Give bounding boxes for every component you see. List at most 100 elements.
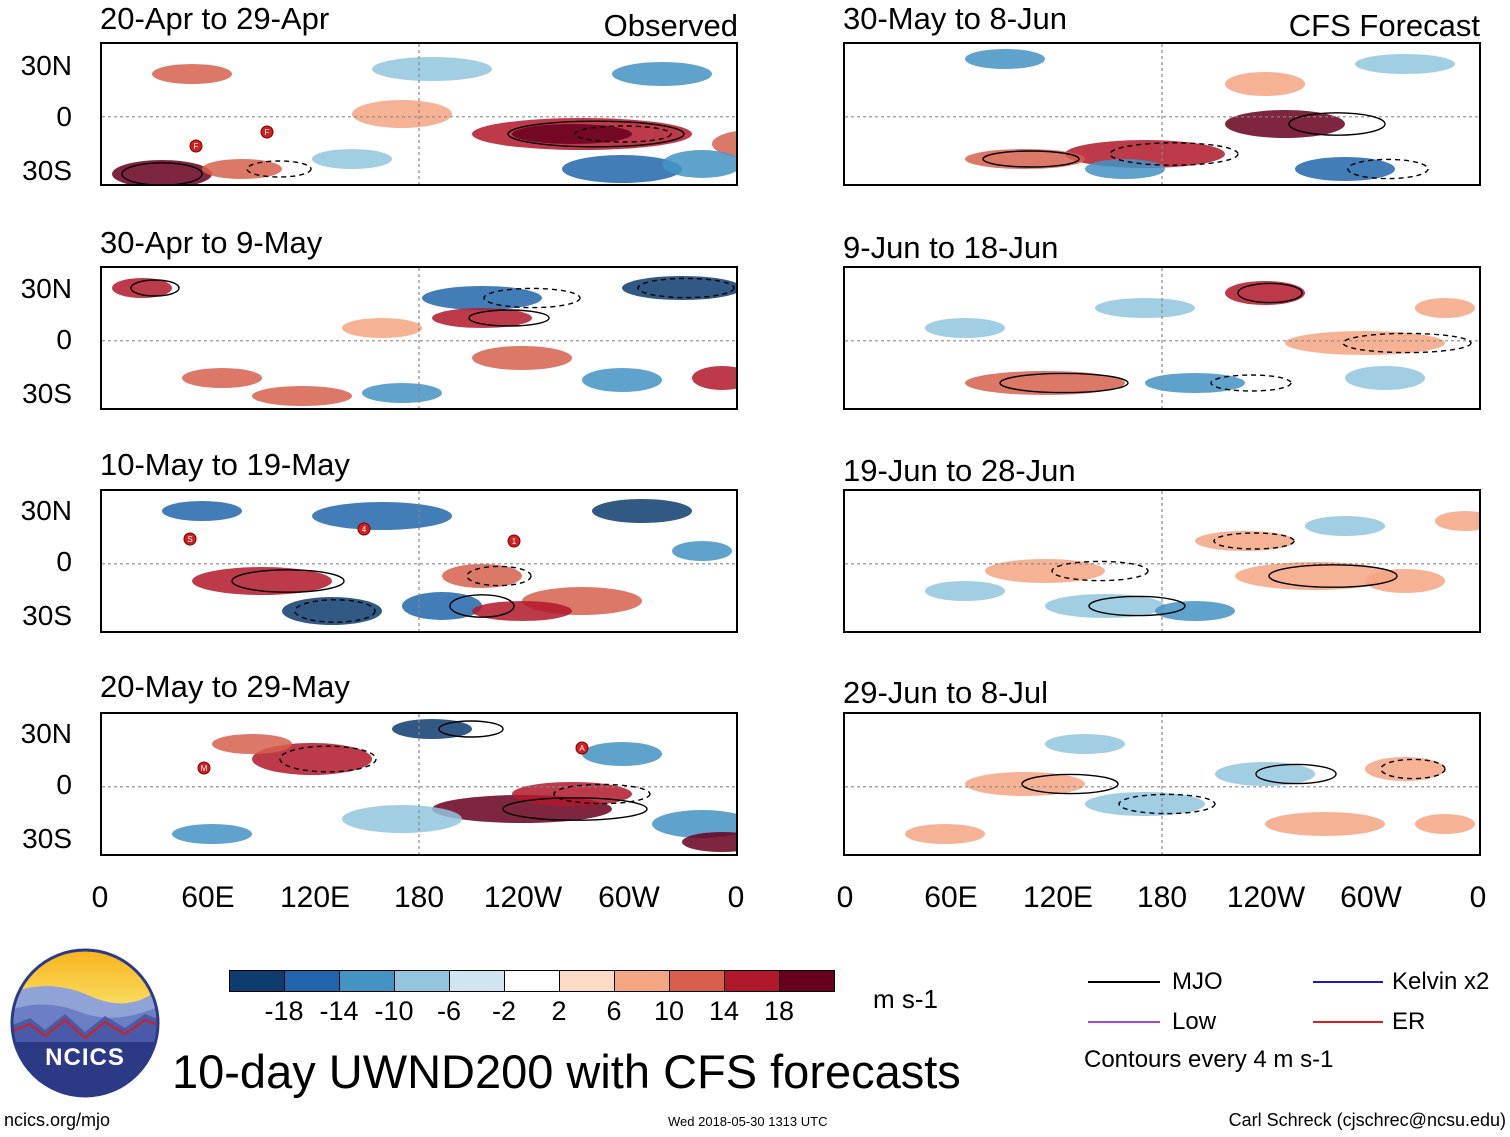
lat-label-30n: 30N: [20, 718, 72, 749]
logo-text: NCICS: [45, 1044, 125, 1071]
wind-anomaly-shading: [925, 318, 1005, 338]
lon-label-right-60e: 60E: [924, 881, 978, 914]
wind-anomaly-shading: [1225, 72, 1305, 96]
wind-anomaly-shading: [965, 49, 1045, 69]
wind-anomaly-shading: [1305, 516, 1385, 536]
wind-anomaly-shading: [202, 159, 282, 179]
lat-label-30n: 30N: [20, 495, 72, 526]
wind-anomaly-shading: [1085, 792, 1205, 816]
wind-anomaly-shading: [1225, 281, 1305, 305]
mjo-contour: [999, 372, 1129, 394]
map-field: FF: [102, 44, 736, 184]
mjo-contour: [231, 569, 345, 593]
lat-label-30n: 30N: [20, 273, 72, 304]
wind-anomaly-shading: [1045, 734, 1125, 754]
panel-title-obs-1: 20-Apr to 29-Apr: [100, 1, 330, 36]
wind-anomaly-shading: [1285, 331, 1445, 355]
storm-marker: [507, 534, 521, 548]
wind-anomaly-shading: [352, 100, 452, 128]
map-field: [102, 268, 736, 408]
wind-anomaly-shading: [582, 368, 662, 392]
wind-anomaly-shading: [372, 57, 492, 81]
wind-anomaly-shading: [1415, 814, 1475, 834]
colorbar-swatch: [724, 970, 780, 992]
lon-label-right-0: 0: [836, 881, 854, 914]
storm-marker: [189, 139, 203, 153]
colorbar-tick-label: 18: [763, 996, 795, 1026]
storm-marker: [197, 761, 211, 775]
wind-anomaly-shading: [1215, 762, 1315, 786]
mjo-contour: [1255, 763, 1337, 785]
wind-anomaly-shading: [512, 782, 632, 806]
lat-label-30s: 30S: [22, 600, 72, 631]
legend-er-label: ER: [1392, 1008, 1426, 1035]
mjo-contour: [1088, 595, 1186, 617]
wind-anomaly-shading: [442, 564, 522, 588]
mjo-contour: [1109, 142, 1239, 166]
wind-anomaly-shading: [965, 371, 1125, 395]
colorbar-tick-label: -14: [319, 996, 359, 1026]
mjo-contour: [438, 720, 504, 738]
wind-anomaly-shading: [712, 131, 736, 157]
lon-label-left-60e: 60E: [181, 881, 235, 914]
wind-anomaly-shading: [282, 597, 382, 625]
wind-anomaly-shading: [1355, 54, 1455, 74]
lon-label-left-0: 0: [91, 881, 109, 914]
mjo-contour: [466, 565, 532, 587]
colorbar-swatch: [284, 970, 340, 992]
colorbar-swatch: [559, 970, 615, 992]
wind-anomaly-shading: [652, 810, 736, 838]
wind-anomaly-shading: [182, 368, 262, 388]
storm-marker: [183, 532, 197, 546]
legend-low-label: Low: [1172, 1008, 1217, 1035]
mjo-contour: [1268, 564, 1398, 588]
map-field: [845, 491, 1479, 631]
legend-mjo-label: MJO: [1172, 968, 1223, 995]
storm-marker-label: M: [201, 764, 208, 773]
lon-label-right-120e: 120E: [1022, 881, 1094, 914]
storm-marker: [575, 741, 589, 755]
map-field: [845, 268, 1479, 408]
mjo-contour: [279, 745, 377, 773]
lon-label-left-120w: 120W: [483, 881, 563, 914]
colorbar-tick-label: 14: [708, 996, 740, 1026]
wind-anomaly-shading: [1155, 601, 1235, 621]
wind-anomaly-shading: [925, 581, 1005, 601]
wind-anomaly-shading: [1095, 298, 1195, 318]
panel-title-fcst-2: 9-Jun to 18-Jun: [843, 230, 1059, 265]
wind-anomaly-shading: [432, 308, 532, 328]
panel-title-fcst-1: 30-May to 8-Jun: [843, 1, 1067, 36]
mjo-contour: [1380, 758, 1446, 780]
wind-anomaly-shading: [612, 62, 712, 86]
lat-label-30s: 30S: [22, 155, 72, 186]
wind-anomaly-shading: [212, 734, 292, 754]
wind-anomaly-shading: [312, 502, 452, 530]
storm-marker-label: F: [194, 142, 199, 151]
footer-url[interactable]: ncics.org/mjo: [4, 1110, 111, 1130]
observed-label: Observed: [603, 8, 738, 43]
mjo-contour: [507, 120, 685, 148]
wind-anomaly-shading: [1195, 531, 1295, 551]
wind-anomaly-shading: [112, 160, 212, 184]
map-panel-fcst-2: [843, 266, 1481, 410]
wind-anomaly-shading: [152, 64, 232, 84]
wind-anomaly-shading: [342, 318, 422, 338]
footer-author: Carl Schreck (cjschrec@ncsu.edu): [1228, 1110, 1506, 1130]
mjo-contour: [637, 277, 735, 299]
panel-title-obs-4: 20-May to 29-May: [100, 669, 350, 704]
mjo-contour: [574, 125, 672, 143]
mjo-contour: [1342, 332, 1472, 354]
wind-anomaly-shading: [1365, 569, 1445, 593]
colorbar-tick-label: 10: [653, 996, 685, 1026]
ncics-logo-icon: [10, 948, 160, 1098]
mjo-contour: [1213, 532, 1295, 550]
lat-label-30s: 30S: [22, 378, 72, 409]
wind-anomaly-shading: [662, 150, 736, 178]
wind-anomaly-shading: [512, 124, 632, 144]
lon-label-right-60w: 60W: [1340, 881, 1402, 914]
map-panel-fcst-1: [843, 42, 1481, 186]
storm-marker-label: 4: [362, 525, 367, 534]
wind-anomaly-shading: [1145, 373, 1245, 393]
mjo-contour: [483, 287, 581, 309]
